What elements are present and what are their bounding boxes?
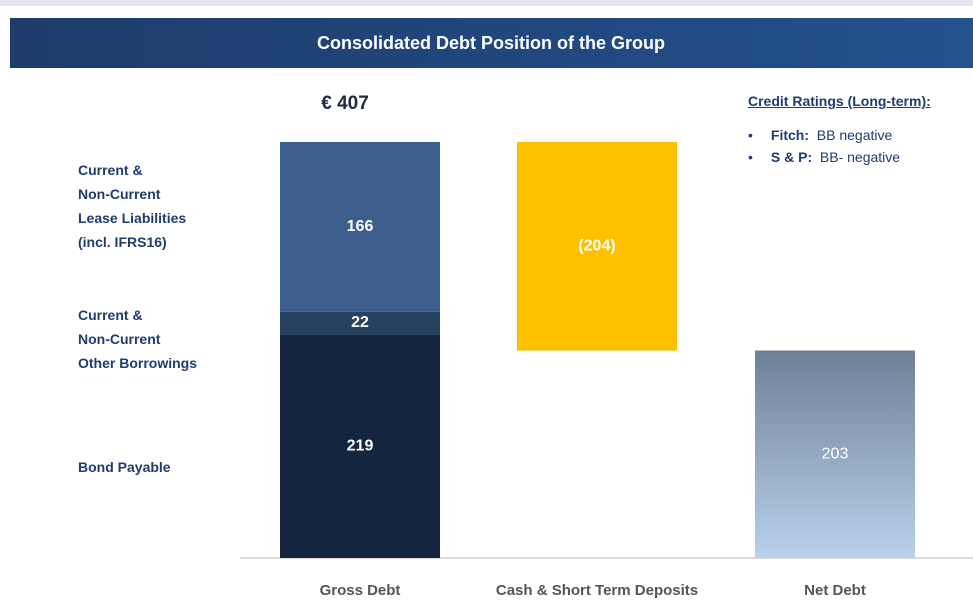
rating-item: • Fitch: BB negative	[748, 124, 948, 146]
value-label: (204)	[578, 237, 615, 254]
bar-segment	[280, 334, 440, 558]
segment-name: Bond Payable	[78, 459, 171, 475]
value-label: 22	[351, 314, 369, 331]
top-strip	[0, 0, 973, 6]
rating: BB negative	[816, 127, 893, 143]
title-banner	[10, 18, 973, 68]
spacer	[809, 127, 817, 143]
bar-result	[755, 350, 915, 558]
credit-ratings: Credit Ratings (Long-term): • Fitch: BB n…	[748, 90, 948, 168]
value-label: 166	[347, 218, 374, 235]
rating: BB- negative	[819, 149, 901, 165]
credit-ratings-title: Credit Ratings (Long-term):	[748, 93, 931, 109]
x-tick-label: Gross Debt	[320, 582, 401, 599]
bar-segment	[280, 311, 440, 335]
bar-segment	[280, 142, 440, 312]
bar-change	[517, 142, 677, 351]
rating-item: • S & P: BB- negative	[748, 146, 948, 168]
agency: S & P:	[770, 149, 813, 165]
value-label: 219	[347, 437, 374, 454]
total-label: € 407	[321, 93, 369, 114]
segment-name: Current & Non-Current Lease Liabilities …	[78, 162, 187, 250]
bullet: •	[748, 149, 753, 165]
value-label: 203	[822, 445, 849, 462]
x-tick-label: Net Debt	[804, 582, 866, 599]
x-tick-label: Cash & Short Term Deposits	[496, 582, 698, 599]
chart-title: Consolidated Debt Position of the Group	[317, 33, 665, 53]
agency: Fitch:	[770, 127, 810, 143]
bullet: •	[748, 127, 753, 143]
segment-name: Current & Non-Current Other Borrowings	[78, 307, 198, 371]
credit-ratings-list: • Fitch: BB negative • S & P: BB- negative	[748, 124, 948, 168]
spacer	[812, 149, 820, 165]
